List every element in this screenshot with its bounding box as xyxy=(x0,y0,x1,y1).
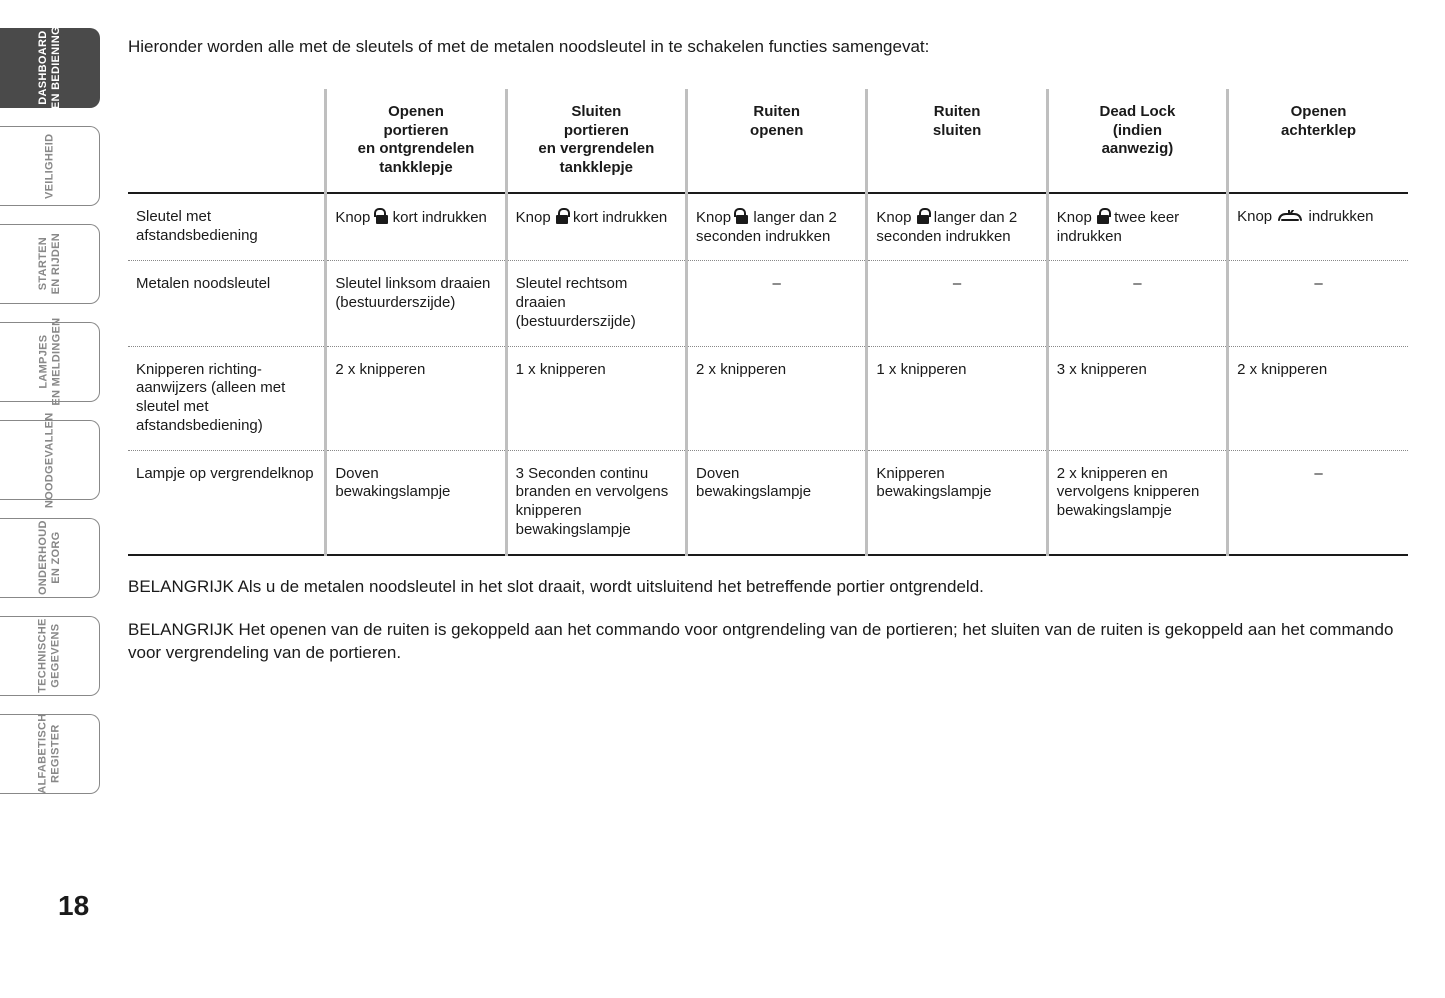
sidebar-tab-label: ONDERHOUD EN ZORG xyxy=(37,521,62,596)
sidebar-tab-3[interactable]: LAMPJES EN MELDINGEN xyxy=(0,322,100,402)
table-header-row: Openenportierenen ontgrendelentankklepje… xyxy=(128,89,1408,193)
table-cell: Sleutel linksom draaien (bestuurderszijd… xyxy=(326,261,506,346)
table-cell: 2 x knipperen en vervolgens knipperen be… xyxy=(1047,450,1227,555)
page-content: Hieronder worden alle met de sleutels of… xyxy=(128,36,1408,665)
table-cell: Knop kort indrukken xyxy=(506,193,686,261)
sidebar-tab-label: DASHBOARD EN BEDIENING xyxy=(37,26,62,109)
table-header: Dead Lock(indienaanwezig) xyxy=(1047,89,1227,193)
important-note: BELANGRIJK Het openen van de ruiten is g… xyxy=(128,619,1408,665)
table-cell: Knipperen bewakingslampje xyxy=(867,450,1047,555)
row-label: Knipperen richting-aanwijzers (alleen me… xyxy=(128,346,326,450)
sidebar-tab-4[interactable]: NOODGEVALLEN xyxy=(0,420,100,500)
table-cell: Doven bewakingslampje xyxy=(687,450,867,555)
sidebar-tab-label: STARTEN EN RIJDEN xyxy=(37,233,62,294)
unlock-icon xyxy=(735,208,749,224)
sidebar-tab-1[interactable]: VEILIGHEID xyxy=(0,126,100,206)
row-label: Metalen noodsleutel xyxy=(128,261,326,346)
table-header-empty xyxy=(128,89,326,193)
sidebar-tab-label: LAMPJES EN MELDINGEN xyxy=(37,318,62,406)
sidebar-tabs: DASHBOARD EN BEDIENING VEILIGHEID STARTEN … xyxy=(0,28,100,794)
sidebar-tab-7[interactable]: ALFABETISCH REGISTER xyxy=(0,714,100,794)
table-cell: 1 x knipperen xyxy=(506,346,686,450)
table-cell: Knop indrukken xyxy=(1228,193,1408,261)
table-row: Sleutel met afstandsbedieningKnop kort i… xyxy=(128,193,1408,261)
table-header: Openenportierenen ontgrendelentankklepje xyxy=(326,89,506,193)
lock-icon xyxy=(555,208,569,224)
table-cell: Sleutel rechtsom draaien (bestuurderszij… xyxy=(506,261,686,346)
table-cell: – xyxy=(1228,450,1408,555)
table-cell: 1 x knipperen xyxy=(867,346,1047,450)
table-cell: Knop twee keer indrukken xyxy=(1047,193,1227,261)
unlock-icon xyxy=(375,208,389,224)
sidebar-tab-2[interactable]: STARTEN EN RIJDEN xyxy=(0,224,100,304)
table-cell: Knop langer dan 2 seconden indrukken xyxy=(687,193,867,261)
table-header: Sluitenportierenen vergrendelentankklepj… xyxy=(506,89,686,193)
table-cell: – xyxy=(1047,261,1227,346)
table-header: Ruitensluiten xyxy=(867,89,1047,193)
functions-table: Openenportierenen ontgrendelentankklepje… xyxy=(128,89,1408,556)
important-note: BELANGRIJK Als u de metalen noodsleutel … xyxy=(128,576,1408,599)
lock-icon xyxy=(1096,208,1110,224)
intro-text: Hieronder worden alle met de sleutels of… xyxy=(128,36,1408,59)
page-number: 18 xyxy=(58,890,89,922)
table-row: Metalen noodsleutelSleutel linksom draai… xyxy=(128,261,1408,346)
table-cell: – xyxy=(1228,261,1408,346)
table-header: Ruitenopenen xyxy=(687,89,867,193)
sidebar-tab-5[interactable]: ONDERHOUD EN ZORG xyxy=(0,518,100,598)
sidebar-tab-0[interactable]: DASHBOARD EN BEDIENING xyxy=(0,28,100,108)
table-cell: Knop langer dan 2 seconden indrukken xyxy=(867,193,1047,261)
table-row: Knipperen richting-aanwijzers (alleen me… xyxy=(128,346,1408,450)
lock-icon xyxy=(916,208,930,224)
sidebar-tab-label: VEILIGHEID xyxy=(43,133,56,198)
table-cell: 2 x knipperen xyxy=(687,346,867,450)
row-label: Sleutel met afstandsbediening xyxy=(128,193,326,261)
table-row: Lampje op vergrendelknopDoven bewakingsl… xyxy=(128,450,1408,555)
table-cell: Doven bewakingslampje xyxy=(326,450,506,555)
sidebar-tab-label: NOODGEVALLEN xyxy=(43,412,56,508)
table-cell: – xyxy=(867,261,1047,346)
table-cell: – xyxy=(687,261,867,346)
row-label: Lampje op vergrendelknop xyxy=(128,450,326,555)
table-cell: 2 x knipperen xyxy=(326,346,506,450)
table-cell: 2 x knipperen xyxy=(1228,346,1408,450)
table-body: Sleutel met afstandsbedieningKnop kort i… xyxy=(128,193,1408,555)
sidebar-tab-6[interactable]: TECHNISCHE GEGEVENS xyxy=(0,616,100,696)
sidebar-tab-label: ALFABETISCH REGISTER xyxy=(37,714,62,794)
table-cell: 3 x knipperen xyxy=(1047,346,1227,450)
notes-section: BELANGRIJK Als u de metalen noodsleutel … xyxy=(128,576,1408,665)
table-cell: 3 Seconden continu branden en vervolgens… xyxy=(506,450,686,555)
table-cell: Knop kort indrukken xyxy=(326,193,506,261)
trunk-icon xyxy=(1276,210,1304,230)
sidebar-tab-label: TECHNISCHE GEGEVENS xyxy=(37,619,62,694)
table-header: Openenachterklep xyxy=(1228,89,1408,193)
